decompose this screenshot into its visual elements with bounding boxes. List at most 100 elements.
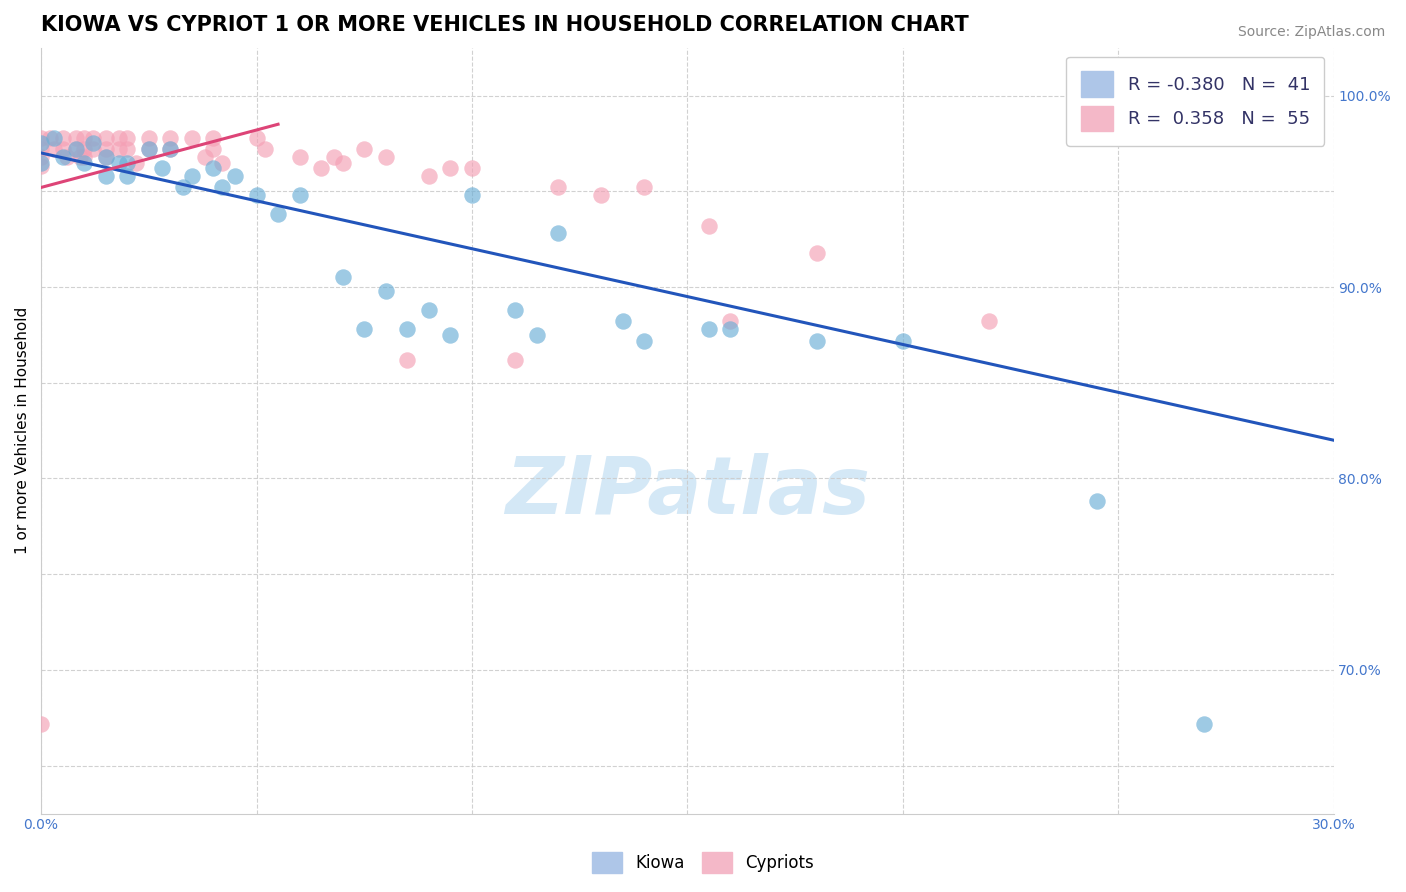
Point [172, 180, 194, 194]
Point [138, 142, 160, 156]
Point [202, 130, 225, 145]
Point [65, 130, 87, 145]
Point [30, 136, 52, 151]
Point [117, 155, 139, 169]
Point [107, 142, 129, 156]
Point [353, 322, 375, 336]
Point [94, 130, 117, 145]
Point [117, 130, 139, 145]
Point [56, 150, 79, 164]
Point [211, 180, 233, 194]
Point [94, 150, 117, 164]
Point [159, 142, 181, 156]
Point [245, 130, 267, 145]
Point [30, 142, 52, 156]
Point [374, 284, 396, 298]
Point [418, 169, 440, 183]
Point [180, 169, 202, 183]
Point [633, 334, 655, 348]
Point [633, 180, 655, 194]
Point [697, 322, 720, 336]
Point [323, 150, 346, 164]
Point [30, 150, 52, 164]
Point [73, 155, 96, 169]
Point [82, 142, 104, 156]
Text: ZIPatlas: ZIPatlas [505, 453, 870, 531]
Point [418, 303, 440, 318]
Point [73, 130, 96, 145]
Point [1194, 716, 1216, 731]
Point [138, 130, 160, 145]
Point [612, 314, 634, 328]
Point [94, 169, 117, 183]
Point [288, 150, 311, 164]
Point [503, 303, 526, 318]
Point [503, 352, 526, 367]
Point [194, 150, 217, 164]
Y-axis label: 1 or more Vehicles in Household: 1 or more Vehicles in Household [15, 307, 30, 554]
Point [439, 327, 461, 342]
Point [1085, 494, 1108, 508]
Point [38, 130, 60, 145]
Legend: R = -0.380   N =  41, R =  0.358   N =  55: R = -0.380 N = 41, R = 0.358 N = 55 [1066, 57, 1324, 145]
Point [42, 142, 65, 156]
Point [806, 334, 828, 348]
Point [94, 150, 117, 164]
Point [439, 161, 461, 176]
Point [159, 130, 181, 145]
Point [52, 142, 75, 156]
Point [52, 150, 75, 164]
Point [374, 150, 396, 164]
Point [138, 142, 160, 156]
Point [52, 130, 75, 145]
Point [180, 130, 202, 145]
Point [30, 155, 52, 169]
Point [806, 245, 828, 260]
Point [30, 716, 52, 731]
Point [159, 142, 181, 156]
Point [107, 155, 129, 169]
Point [202, 142, 225, 156]
Point [117, 142, 139, 156]
Point [82, 136, 104, 151]
Point [461, 161, 484, 176]
Point [82, 130, 104, 145]
Point [65, 142, 87, 156]
Point [107, 130, 129, 145]
Point [69, 150, 91, 164]
Point [42, 130, 65, 145]
Point [94, 142, 117, 156]
Point [977, 314, 1000, 328]
Point [65, 142, 87, 156]
Point [267, 207, 290, 221]
Point [150, 161, 173, 176]
Point [224, 169, 246, 183]
Point [125, 155, 148, 169]
Point [547, 180, 569, 194]
Point [891, 334, 914, 348]
Point [288, 188, 311, 202]
Text: KIOWA VS CYPRIOT 1 OR MORE VEHICLES IN HOUSEHOLD CORRELATION CHART: KIOWA VS CYPRIOT 1 OR MORE VEHICLES IN H… [41, 15, 969, 35]
Point [591, 188, 613, 202]
Point [245, 188, 267, 202]
Text: Source: ZipAtlas.com: Source: ZipAtlas.com [1237, 25, 1385, 39]
Point [73, 142, 96, 156]
Point [547, 227, 569, 241]
Point [73, 150, 96, 164]
Point [30, 130, 52, 145]
Point [718, 322, 741, 336]
Point [396, 322, 419, 336]
Legend: Kiowa, Cypriots: Kiowa, Cypriots [586, 846, 820, 880]
Point [202, 161, 225, 176]
Point [332, 270, 354, 285]
Point [461, 188, 484, 202]
Point [117, 169, 139, 183]
Point [332, 155, 354, 169]
Point [254, 142, 277, 156]
Point [353, 142, 375, 156]
Point [396, 352, 419, 367]
Point [526, 327, 548, 342]
Point [30, 160, 52, 174]
Point [211, 155, 233, 169]
Point [309, 161, 332, 176]
